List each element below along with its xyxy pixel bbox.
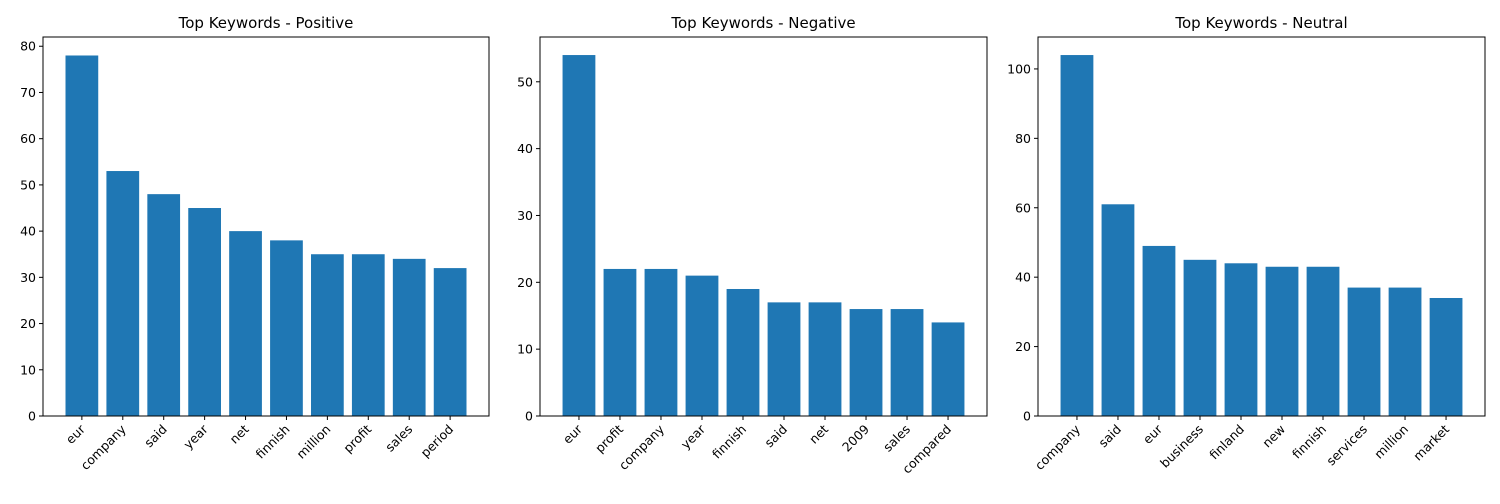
x-tick-label: year	[180, 421, 211, 452]
chart-panel-1: Top Keywords - Positive 0 10 20 30 40 50 60 70 80…	[20, 14, 490, 473]
bar-profit	[603, 268, 637, 416]
y-tick-label: 80	[1015, 131, 1031, 146]
bar-new	[1265, 266, 1299, 416]
bar-year	[685, 275, 719, 416]
x-tick-label: company	[616, 421, 668, 473]
bar-profit	[351, 254, 385, 416]
chart-title: Top Keywords - Negative	[670, 14, 855, 32]
y-tick-label: 60	[20, 131, 36, 146]
x-tick-label: profit	[592, 421, 626, 455]
axes-frame	[1037, 36, 1486, 417]
axes-frame	[539, 36, 988, 417]
bar-eur	[65, 55, 99, 417]
x-tick-label: finnish	[709, 422, 749, 462]
y-tick-label: 0	[1023, 409, 1031, 424]
y-tick-label: 30	[517, 208, 533, 223]
y-tick-label: 10	[20, 362, 36, 377]
x-tick-label: company	[78, 421, 130, 473]
bar-million	[311, 254, 344, 416]
x-tick-label: sales	[382, 422, 415, 455]
y-tick-label: 70	[20, 85, 36, 100]
y-tick-label: 20	[517, 275, 533, 290]
y-tick-label: 50	[517, 74, 533, 89]
chart-title: Top Keywords - Neutral	[1174, 14, 1347, 32]
bar-year	[188, 208, 221, 416]
bar-said	[147, 194, 181, 416]
bar-eur	[1142, 245, 1176, 416]
x-tick-label: 2009	[839, 421, 872, 454]
x-tick-label: profit	[340, 421, 374, 455]
bar-eur	[562, 55, 596, 417]
bar-company	[644, 268, 678, 416]
y-tick-label: 20	[20, 316, 36, 331]
x-tick-label: said	[761, 422, 790, 451]
bar-market	[1429, 297, 1463, 416]
chart-panel-3: Top Keywords - Neutral 0 20 40 60 80 100 compan…	[1007, 14, 1486, 473]
y-tick-label: 40	[1015, 270, 1031, 285]
y-tick-label: 40	[517, 141, 533, 156]
y-tick-label: 40	[20, 224, 36, 239]
y-tick-label: 10	[517, 342, 533, 357]
bar-sales	[890, 309, 924, 416]
chart-title: Top Keywords - Positive	[178, 14, 354, 32]
bar-net	[808, 302, 842, 416]
y-tick-label: 0	[28, 409, 36, 424]
x-tick-label: said	[1095, 422, 1124, 451]
x-tick-label: finnish	[1289, 422, 1329, 462]
bar-said	[767, 302, 801, 416]
bar-finnish	[726, 288, 760, 416]
x-tick-label: said	[141, 422, 170, 451]
y-tick-label: 30	[20, 270, 36, 285]
bar-business	[1183, 259, 1217, 416]
y-tick-label: 0	[525, 409, 533, 424]
bar-said	[1101, 204, 1135, 416]
x-tick-label: net	[227, 421, 252, 446]
bar-finnish	[1306, 266, 1340, 416]
x-tick-label: eur	[1140, 421, 1166, 447]
bar-finland	[1224, 263, 1258, 416]
x-tick-label: net	[806, 421, 831, 446]
y-tick-label: 20	[1015, 339, 1031, 354]
bar-net	[229, 231, 262, 416]
x-tick-label: finland	[1206, 422, 1247, 463]
y-tick-label: 100	[1007, 61, 1031, 76]
x-tick-label: sales	[880, 422, 913, 455]
x-tick-label: eur	[63, 421, 89, 447]
bar-compared	[931, 322, 965, 416]
y-tick-label: 60	[1015, 200, 1031, 215]
x-tick-label: market	[1410, 421, 1452, 463]
bar-company	[106, 171, 140, 416]
y-tick-label: 50	[20, 177, 36, 192]
x-tick-label: year	[678, 421, 709, 452]
bar-period	[433, 268, 467, 416]
x-tick-label: business	[1157, 422, 1206, 471]
bar-2009	[849, 309, 883, 416]
axes-frame	[42, 36, 490, 417]
bar-million	[1388, 287, 1422, 416]
x-tick-label: company	[1032, 421, 1084, 473]
x-tick-label: finnish	[253, 422, 293, 462]
bar-finnish	[270, 240, 303, 416]
x-tick-label: period	[417, 422, 456, 461]
y-tick-label: 80	[20, 39, 36, 54]
bar-company	[1060, 55, 1094, 417]
bar-sales	[392, 258, 426, 416]
chart-panel-2: Top Keywords - Negative 0 10 20 30 40 50 eur pro…	[517, 14, 988, 477]
bar-services	[1347, 287, 1381, 416]
x-tick-label: new	[1259, 422, 1288, 451]
x-tick-label: million	[1371, 422, 1411, 462]
x-tick-label: services	[1323, 422, 1370, 469]
x-tick-label: eur	[560, 421, 586, 447]
x-tick-label: million	[293, 422, 333, 462]
